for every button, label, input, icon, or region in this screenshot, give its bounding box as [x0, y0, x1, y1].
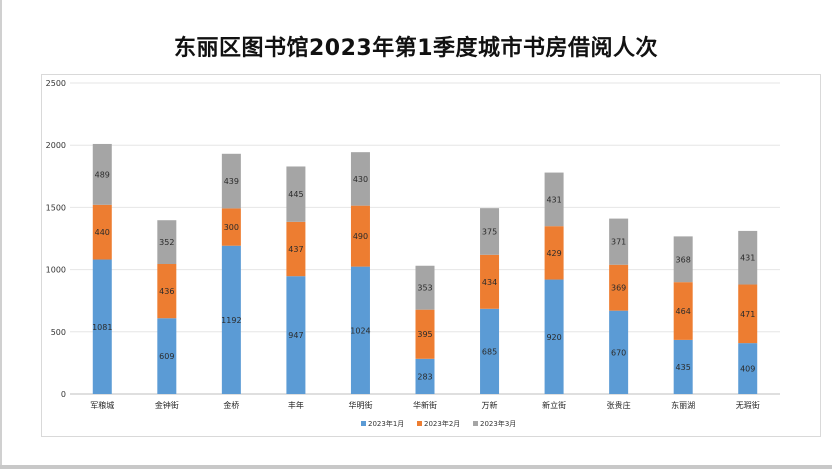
data-label: 445 — [288, 190, 303, 199]
y-tick-label: 500 — [51, 328, 66, 337]
bar-segment — [415, 309, 435, 359]
y-tick-label: 1500 — [46, 203, 66, 212]
data-label: 409 — [740, 365, 755, 374]
x-tick-label: 华新街 — [413, 400, 437, 410]
bar-segment — [480, 208, 500, 255]
data-label: 395 — [417, 330, 432, 339]
data-label: 300 — [224, 223, 239, 232]
x-tick-label: 丰年 — [288, 400, 304, 410]
data-label: 436 — [159, 287, 174, 296]
bar-segment — [738, 343, 758, 394]
data-label: 489 — [95, 170, 110, 179]
bar-segment — [609, 310, 629, 394]
data-label: 609 — [159, 352, 174, 361]
data-label: 1024 — [350, 326, 370, 335]
bar-segment — [286, 221, 306, 277]
bar-segment — [350, 266, 370, 394]
data-label: 435 — [676, 363, 691, 372]
data-label: 1081 — [92, 323, 112, 332]
bar-segment — [221, 208, 241, 246]
y-axis: 0 500 1000 1500 2000 2500 — [46, 79, 66, 399]
bar-segment — [286, 276, 306, 394]
bar-segment — [609, 218, 629, 265]
legend-label: 2023年1月 — [368, 419, 404, 428]
data-label: 670 — [611, 348, 626, 357]
bar-segment — [157, 318, 177, 394]
data-label: 430 — [353, 175, 368, 184]
bar-segment — [544, 172, 564, 227]
bar-segment — [350, 152, 370, 206]
data-label: 375 — [482, 227, 497, 236]
y-tick-label: 2500 — [46, 79, 66, 88]
legend: 2023年1月 2023年2月 2023年3月 — [361, 419, 516, 428]
bar-segment — [286, 166, 306, 222]
legend-label: 2023年2月 — [424, 419, 460, 428]
bar-segment — [738, 230, 758, 285]
x-tick-label: 华明街 — [348, 400, 372, 410]
bar-segment — [609, 264, 629, 311]
y-tick-label: 2000 — [46, 141, 66, 150]
data-label: 920 — [546, 333, 561, 342]
bar-segment — [157, 264, 177, 319]
chart-title: 东丽区图书馆2023年第1季度城市书房借阅人次 — [173, 36, 659, 61]
data-label: 371 — [611, 238, 626, 247]
bar-segment — [544, 279, 564, 394]
legend-label: 2023年3月 — [480, 419, 516, 428]
data-label: 368 — [676, 255, 691, 264]
data-label: 352 — [159, 238, 174, 247]
data-label: 685 — [482, 347, 497, 356]
x-tick-label: 张贵庄 — [607, 400, 631, 410]
data-label: 429 — [546, 249, 561, 258]
bar-segment — [480, 254, 500, 309]
bar-segment — [92, 204, 112, 260]
data-label: 1192 — [221, 316, 241, 325]
y-tick-label: 0 — [61, 390, 66, 399]
x-tick-label: 万新 — [482, 400, 498, 410]
bar-segment — [738, 284, 758, 344]
legend-swatch — [473, 421, 478, 426]
data-label: 490 — [353, 232, 368, 241]
data-label: 439 — [224, 177, 239, 186]
x-tick-label: 金桥 — [223, 400, 239, 410]
data-label: 947 — [288, 331, 303, 340]
bar-segment — [415, 358, 435, 394]
bar-segment — [673, 282, 693, 340]
bar-segment — [92, 259, 112, 394]
data-label: 464 — [676, 307, 691, 316]
bar-segment — [221, 245, 241, 394]
data-label: 471 — [740, 310, 755, 319]
bar-segment — [92, 143, 112, 205]
bars — [92, 143, 758, 394]
data-label: 353 — [417, 284, 432, 293]
x-axis: 军粮城 金钟街 金桥 丰年 华明街 华新街 万新 新立街 张贵庄 东丽湖 无瑕街 — [90, 400, 759, 410]
data-label: 283 — [417, 372, 432, 381]
data-label: 431 — [546, 195, 561, 204]
data-labels: 1081 440 489 609 436 352 1192 300 439 947 437 445 10… — [92, 170, 755, 381]
x-tick-label: 无瑕街 — [736, 400, 760, 410]
bar-segment — [544, 226, 564, 280]
bar-segment — [157, 220, 177, 265]
x-tick-label: 新立街 — [542, 400, 566, 410]
data-label: 431 — [740, 254, 755, 263]
bar-segment — [480, 308, 500, 394]
legend-swatch — [361, 421, 366, 426]
bar-segment — [673, 339, 693, 394]
x-tick-label: 军粮城 — [90, 400, 114, 410]
x-tick-label: 东丽湖 — [671, 400, 695, 410]
bar-segment — [350, 205, 370, 267]
frame-edge-bottom — [0, 465, 832, 469]
y-tick-label: 1000 — [46, 266, 66, 275]
frame-edge-left — [0, 0, 2, 469]
data-label: 369 — [611, 284, 626, 293]
x-tick-label: 金钟街 — [155, 400, 179, 410]
data-label: 434 — [482, 278, 497, 287]
data-label: 437 — [288, 245, 303, 254]
legend-swatch — [417, 421, 422, 426]
data-label: 440 — [95, 228, 110, 237]
bar-segment — [415, 265, 435, 310]
bar-segment — [221, 153, 241, 209]
bar-segment — [673, 236, 693, 283]
